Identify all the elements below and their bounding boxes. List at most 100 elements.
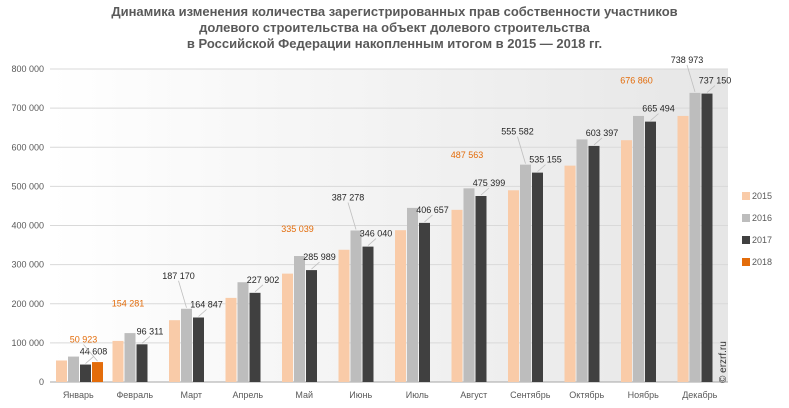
chart-title: Динамика изменения количества зарегистри… [0,4,789,52]
data-label: 535 155 [529,155,562,165]
data-label-leader [198,309,207,317]
bar-2017-Февраль [136,344,148,382]
y-tick-label: 300 000 [11,260,44,270]
data-label: 285 989 [303,252,336,262]
x-tick-label: Август [460,390,487,400]
data-label-leader [141,336,151,344]
data-label-leader [686,64,696,92]
legend-swatch-2016 [742,214,750,222]
bar-2015-Январь [56,360,67,382]
bar-2018-Январь [92,362,103,382]
x-tick-label: Январь [63,390,94,400]
bar-2015-Август [451,209,463,382]
bar-2015-Февраль [112,340,124,382]
x-tick-label: Июнь [349,390,372,400]
data-label: 737 150 [699,76,732,86]
data-label: 187 170 [162,271,195,281]
x-tick-label: Апрель [232,390,263,400]
data-label-leader [367,238,377,246]
data-label: 335 039 [281,224,314,234]
x-tick-label: Март [180,390,202,400]
bar-2016-Апрель [237,282,249,382]
y-tick-label: 500 000 [11,181,44,191]
watermark-text: © erzrf.ru [718,341,729,383]
bar-2017-Апрель [249,292,261,382]
bar-2016-Июнь [350,230,362,382]
y-tick-label: 100 000 [11,338,44,348]
legend-swatch-2017 [742,236,750,244]
bar-2016-Февраль [124,333,136,382]
bar-2015-Июнь [338,249,350,382]
bar-2017-Январь [80,364,91,382]
bar-2015-Апрель [225,297,237,382]
data-label: 50 923 [70,335,98,345]
bar-2017-Июнь [362,246,374,382]
data-label-leader [178,280,187,308]
bar-2015-Июль [395,230,406,382]
x-tick-label: Июль [406,390,429,400]
chart-title-line-3: в Российской Федерации накопленным итого… [186,36,603,51]
x-tick-label: Декабрь [682,390,717,400]
data-label: 487 563 [451,150,484,160]
data-label-leader [706,85,716,93]
bar-2016-Август [463,188,475,382]
legend-swatch-2015 [742,192,750,200]
data-label: 164 847 [190,300,223,310]
data-label-leader [424,214,433,223]
bar-2017-Сентябрь [532,172,543,382]
data-label: 603 397 [586,128,619,138]
bar-2017-Май [306,270,317,382]
y-tick-label: 0 [39,377,44,387]
data-label-leader [537,164,546,172]
bar-2015-Май [282,273,293,382]
y-tick-label: 700 000 [11,103,44,113]
y-tick-label: 600 000 [11,142,44,152]
x-tick-label: Май [295,390,313,400]
bar-2016-Март [181,308,192,382]
data-label-leader [347,202,357,230]
x-tick-label: Ноябрь [628,390,660,400]
legend-label-2015: 2015 [752,191,772,201]
legend-swatch-2018 [742,258,750,266]
data-label-leader [480,187,490,196]
bar-2015-Март [169,320,180,382]
bar-2017-Декабрь [701,93,713,383]
bar-2016-Июль [407,207,418,382]
x-tick-label: Сентябрь [510,390,551,400]
data-label: 555 582 [501,127,534,137]
bar-2015-Декабрь [677,115,689,382]
legend-label-2017: 2017 [752,235,772,245]
bar-2016-Январь [68,356,79,382]
y-tick-label: 400 000 [11,221,44,231]
bar-2017-Ноябрь [645,121,656,382]
bar-2017-Март [193,317,204,382]
bar-2015-Ноябрь [621,140,632,382]
bar-2016-Сентябрь [520,164,531,382]
legend-label-2016: 2016 [752,213,772,223]
bar-2016-Октябрь [576,139,588,382]
data-label: 154 281 [112,298,145,308]
x-tick-label: Февраль [116,390,153,400]
data-label: 227 902 [247,275,280,285]
y-tick-label: 200 000 [11,299,44,309]
data-label-leader [85,356,94,364]
bar-2017-Август [475,196,487,382]
data-label: 665 494 [642,104,675,114]
bar-2015-Сентябрь [508,190,519,382]
data-label: 406 657 [416,205,449,215]
y-tick-label: 800 000 [11,64,44,74]
data-label-leader [593,137,603,146]
bar-2016-Ноябрь [633,115,644,382]
data-label: 676 860 [620,76,653,86]
data-label-leader [83,344,98,362]
chart-title-line-1: Динамика изменения количества зарегистри… [111,4,678,19]
data-label: 346 040 [360,229,393,239]
x-tick-label: Октябрь [569,390,604,400]
bar-2016-Май [294,256,305,382]
data-label-leader [517,136,526,164]
data-label: 475 399 [473,178,506,188]
bar-2015-Октябрь [564,165,576,382]
data-label-leader [650,113,659,121]
data-label-leader [311,261,320,270]
